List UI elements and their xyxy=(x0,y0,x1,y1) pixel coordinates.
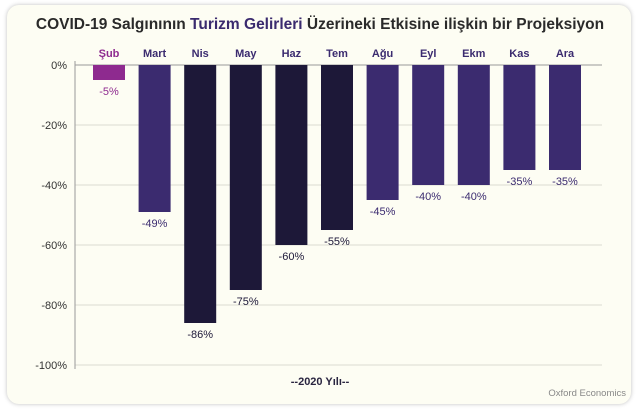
title-part: COVID-19 Salgınının xyxy=(35,16,191,33)
category-label: Şub xyxy=(99,48,120,60)
bar xyxy=(457,65,490,185)
data-label: -55% xyxy=(324,236,350,248)
bar xyxy=(412,65,445,185)
category-label: Ağu xyxy=(372,48,393,60)
data-label: -49% xyxy=(142,218,168,230)
category-label: Mart xyxy=(143,48,167,60)
category-label: Eyl xyxy=(420,48,437,60)
category-label: Ekm xyxy=(462,48,485,60)
bar xyxy=(184,65,217,323)
data-label: -40% xyxy=(461,191,487,203)
x-axis-label: --2020 Yılı-- xyxy=(290,376,350,388)
data-label: -45% xyxy=(370,206,396,218)
category-label: Nis xyxy=(192,48,209,60)
title-highlight: Turizm Gelirleri xyxy=(190,16,303,33)
data-label: -40% xyxy=(415,191,441,203)
title-part: Üzerineki Etkisine ilişkin bir Projeksiy… xyxy=(302,16,605,33)
bar xyxy=(366,65,399,200)
chart-title: COVID-19 Salgınının Turizm Gelirleri Üze… xyxy=(0,16,640,34)
data-label: -60% xyxy=(279,251,305,263)
data-label: -35% xyxy=(552,176,578,188)
data-label: -35% xyxy=(507,176,533,188)
y-tick-label: -40% xyxy=(41,180,67,192)
source-label: Oxford Economics xyxy=(548,388,626,399)
bar xyxy=(549,65,581,170)
bar xyxy=(503,65,536,170)
category-label: Kas xyxy=(509,48,529,60)
y-tick-label: -60% xyxy=(41,240,67,252)
category-label: May xyxy=(235,48,257,60)
y-tick-label: 0% xyxy=(51,60,67,72)
bar xyxy=(138,65,171,212)
bar xyxy=(93,65,125,80)
data-label: -5% xyxy=(99,86,119,98)
y-tick-label: -100% xyxy=(35,360,67,372)
y-tick-label: -20% xyxy=(41,120,67,132)
bar xyxy=(229,65,262,290)
category-label: Haz xyxy=(282,48,302,60)
data-label: -75% xyxy=(233,296,259,308)
bar xyxy=(275,65,308,245)
category-label: Tem xyxy=(326,48,348,60)
y-tick-label: -80% xyxy=(41,300,67,312)
category-label: Ara xyxy=(556,48,575,60)
data-label: -86% xyxy=(187,329,213,341)
bar xyxy=(321,65,353,230)
